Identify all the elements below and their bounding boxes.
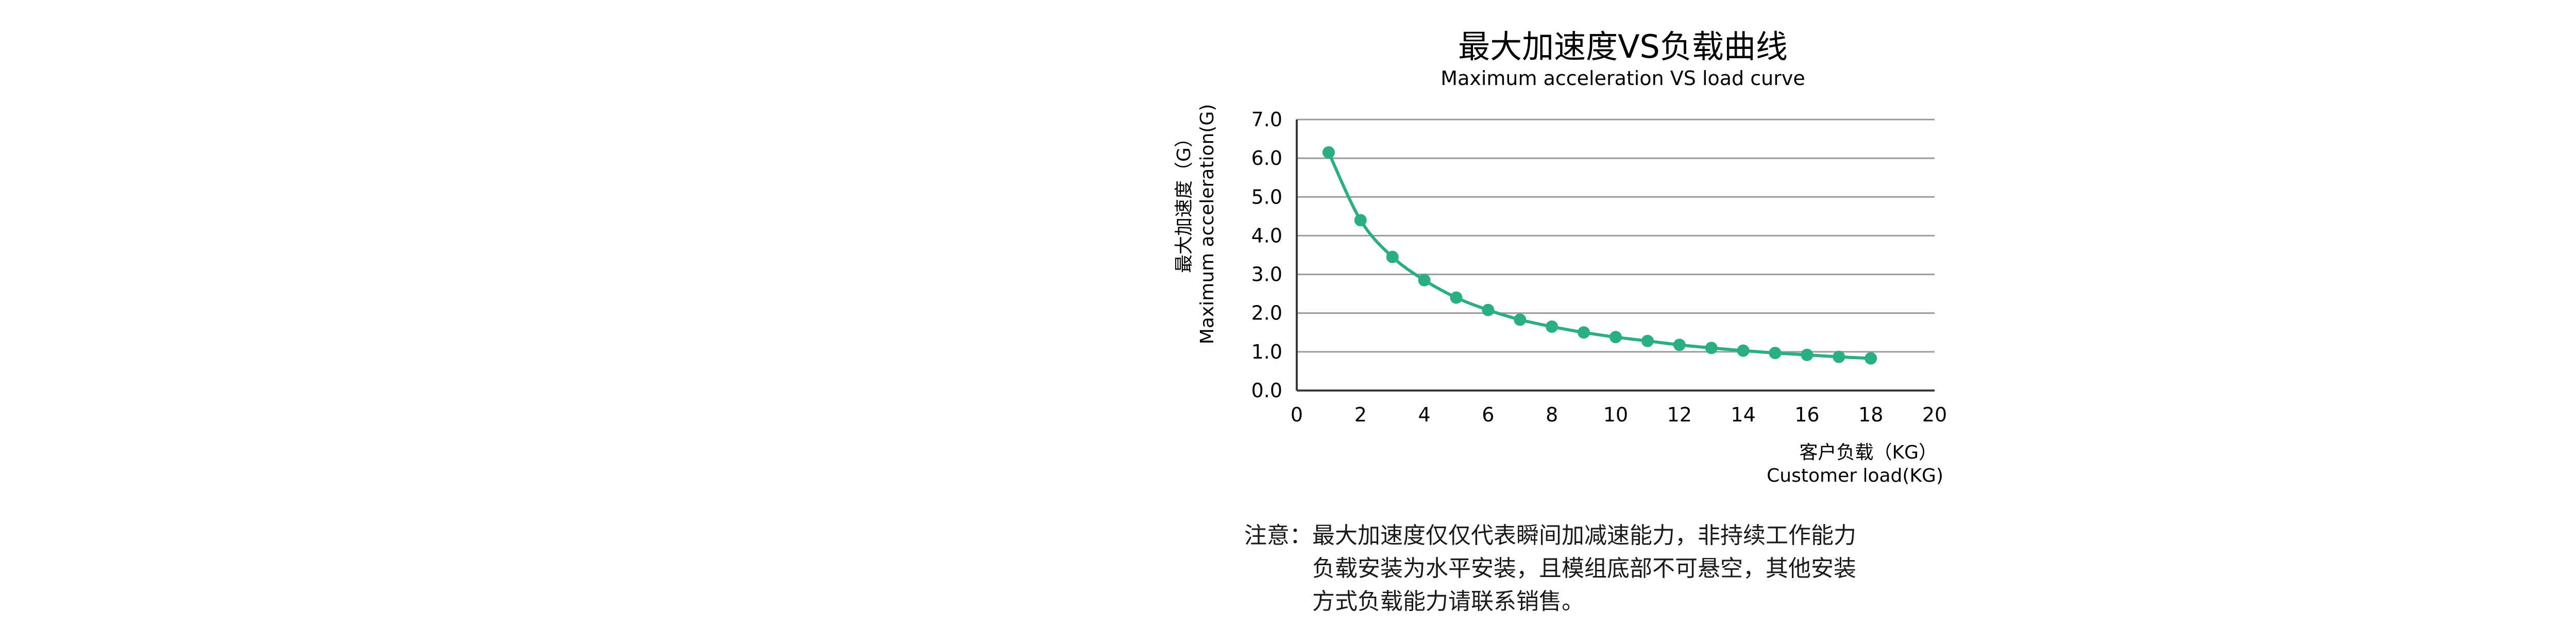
- data-point: [1865, 352, 1877, 365]
- note-text: 最大加速度仅仅代表瞬间加减速能力，非持续工作能力 负载安装为水平安装，且模组底部…: [1312, 522, 1856, 615]
- data-point: [1833, 350, 1845, 363]
- x-tick-label: 20: [1922, 403, 1947, 426]
- y-tick-label: 5.0: [1251, 185, 1282, 208]
- data-point: [1322, 146, 1335, 159]
- y-tick-label: 7.0: [1251, 108, 1282, 131]
- data-point: [1641, 334, 1654, 347]
- grid-lines: [1297, 118, 1935, 353]
- series-line: [1327, 151, 1871, 360]
- x-tick-label: 8: [1546, 403, 1558, 426]
- chart-title: 最大加速度VS负载曲线: [1458, 28, 1788, 65]
- x-tick-label: 14: [1731, 403, 1755, 426]
- x-tick-label: 16: [1794, 403, 1819, 426]
- y-tick-label: 4.0: [1251, 224, 1282, 247]
- data-point: [1546, 320, 1558, 333]
- data-point: [1737, 344, 1750, 357]
- y-tick-label: 0.0: [1251, 379, 1282, 402]
- x-tick-labels: 0 2 4 6 8 10 12 14 16 18 20: [1291, 403, 1947, 426]
- data-point: [1482, 303, 1495, 316]
- data-point: [1609, 331, 1622, 344]
- y-axis-label-cn: 最大加速度（G）: [1174, 129, 1195, 273]
- data-point: [1514, 313, 1527, 326]
- x-axis-label-cn: 客户负载（KG）: [1799, 442, 1937, 463]
- chart-subtitle: Maximum acceleration VS load curve: [1440, 67, 1805, 90]
- data-point: [1450, 291, 1463, 304]
- y-tick-label: 6.0: [1251, 147, 1282, 170]
- data-point: [1801, 348, 1814, 361]
- x-tick-label: 2: [1354, 403, 1367, 426]
- x-tick-label: 4: [1418, 403, 1431, 426]
- x-tick-label: 10: [1603, 403, 1628, 426]
- x-axis-label-en: Customer load(KG): [1767, 465, 1943, 486]
- y-tick-labels: 0.0 1.0 2.0 3.0 4.0 5.0 6.0 7.0: [1251, 108, 1282, 402]
- x-tick-label: 0: [1291, 403, 1303, 426]
- data-point: [1673, 338, 1686, 351]
- data-point: [1386, 250, 1399, 263]
- data-point: [1418, 274, 1431, 286]
- y-tick-label: 2.0: [1251, 302, 1282, 325]
- y-tick-label: 3.0: [1251, 263, 1282, 286]
- series-acceleration: [1322, 146, 1877, 365]
- note-label: 注意：: [1244, 522, 1312, 549]
- note-block: 注意： 最大加速度仅仅代表瞬间加减速能力，非持续工作能力 负载安装为水平安装，且…: [1244, 519, 1965, 618]
- data-point: [1354, 214, 1367, 227]
- data-point: [1769, 347, 1782, 360]
- x-tick-label: 18: [1858, 403, 1883, 426]
- data-point: [1578, 326, 1590, 339]
- y-axis-label-en: Maximum acceleration(G): [1197, 104, 1218, 345]
- x-tick-label: 12: [1667, 403, 1692, 426]
- data-point: [1705, 342, 1718, 354]
- y-tick-label: 1.0: [1251, 341, 1282, 363]
- axes: [1296, 120, 1935, 392]
- x-tick-label: 6: [1482, 403, 1494, 426]
